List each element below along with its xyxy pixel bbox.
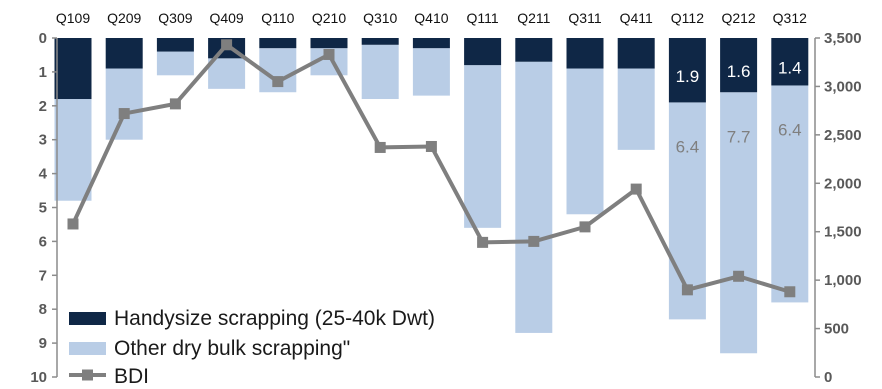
bdi-line-layer [67,39,796,298]
category-label: Q111 [467,10,499,26]
other-scrapping-bar [361,44,399,100]
bdi-point [221,39,233,51]
legend: Handysize scrapping (25-40k Dwt) Other dr… [69,307,435,388]
bdi-point [118,108,130,120]
handysize-scrapping-bar [771,38,809,86]
left-tick-label: 10 [30,369,47,386]
right-tick-label: 500 [824,321,849,338]
handysize-scrapping-bar [668,38,706,103]
bdi-point [425,140,437,152]
category-label: Q210 [312,10,346,26]
category-label: Q409 [209,10,243,26]
other-scrapping-bar [54,99,92,201]
legend-label: Other dry bulk scrapping" [114,337,350,360]
left-tick-label: 0 [39,30,47,47]
handysize-scrapping-bar [259,38,297,49]
category-label: Q209 [107,10,141,26]
left-tick-label: 1 [39,64,47,81]
category-label: Q211 [517,10,550,26]
other-scrapping-bar [208,58,246,89]
left-tick-label: 2 [39,98,47,115]
right-tick-label: 2,000 [824,175,862,192]
bdi-point [374,141,386,153]
handysize-scrapping-bar [617,38,655,69]
left-tick-label: 7 [39,267,47,284]
data-labels-layer: 1.9 1.6 1.4 6.4 7.7 6.4 [676,59,802,157]
handysize-scrapping-bar [361,38,399,45]
other-scrapping-bar [105,68,143,140]
handysize-scrapping-bar [310,38,348,49]
category-label: Q112 [671,10,704,26]
handysize-scrapping-bar [412,38,450,49]
right-tick-label: 3,500 [824,30,862,47]
bdi-point [528,235,540,247]
bdi-point [477,236,489,248]
other-scrapping-bar [668,102,706,320]
left-tick-label: 8 [39,301,47,318]
handysize-scrapping-bar [515,38,553,62]
bdi-point [323,48,335,60]
other-scrapping-bar [771,85,809,303]
category-label: Q312 [773,10,807,26]
handysize-data-label: 1.6 [727,62,751,81]
other-data-label: 6.4 [676,137,700,156]
handysize-scrapping-bar [54,38,92,100]
right-tick-label: 3,000 [824,78,862,95]
category-label: Q310 [363,10,397,26]
category-label: Q110 [261,10,294,26]
right-tick-label: 2,500 [824,127,862,144]
other-scrapping-bar [617,68,655,150]
bdi-point [579,221,591,233]
category-label: Q410 [414,10,448,26]
category-label: Q212 [721,10,755,26]
legend-swatch [69,342,106,355]
left-tick-label: 6 [39,233,47,250]
handysize-scrapping-bar [156,38,194,52]
left-tick-label: 4 [39,166,48,183]
left-tick-label: 5 [39,200,47,217]
right-tick-label: 1,000 [824,272,862,289]
other-scrapping-bar [515,61,553,333]
legend-marker-swatch [82,369,93,381]
other-scrapping-bar [566,68,604,215]
handysize-data-label: 1.4 [778,59,802,78]
left-tick-label: 9 [39,335,47,352]
bdi-point [169,98,181,110]
other-scrapping-bar [464,65,502,228]
handysize-scrapping-bar [720,38,758,93]
legend-label: Handysize scrapping (25-40k Dwt) [114,307,435,330]
right-tick-label: 0 [824,369,832,386]
category-label: Q309 [158,10,192,26]
legend-swatch [69,312,106,325]
other-scrapping-bar [156,51,194,76]
category-label: Q411 [620,10,653,26]
axes-layer: Q109 Q209 Q309 Q409 Q110 Q210 Q310 Q410 Q111 Q211… [30,10,861,386]
bdi-point [67,218,79,230]
bdi-point [630,183,642,195]
legend-label: BDI [114,365,149,388]
handysize-scrapping-bar [105,38,143,69]
handysize-scrapping-bar [566,38,604,69]
handysize-scrapping-bar [464,38,502,66]
bdi-point [681,284,693,296]
left-tick-label: 3 [39,132,47,149]
bdi-point [272,76,284,88]
bdi-point [733,270,745,282]
bars-layer [54,38,809,354]
other-data-label: 6.4 [778,121,802,140]
other-scrapping-bar [412,48,450,96]
other-scrapping-bar [720,92,758,354]
handysize-data-label: 1.9 [676,67,700,86]
bdi-point [784,286,796,298]
category-label: Q311 [568,10,601,26]
category-label: Q109 [56,10,90,26]
other-data-label: 7.7 [727,127,751,146]
right-tick-label: 1,500 [824,224,862,241]
